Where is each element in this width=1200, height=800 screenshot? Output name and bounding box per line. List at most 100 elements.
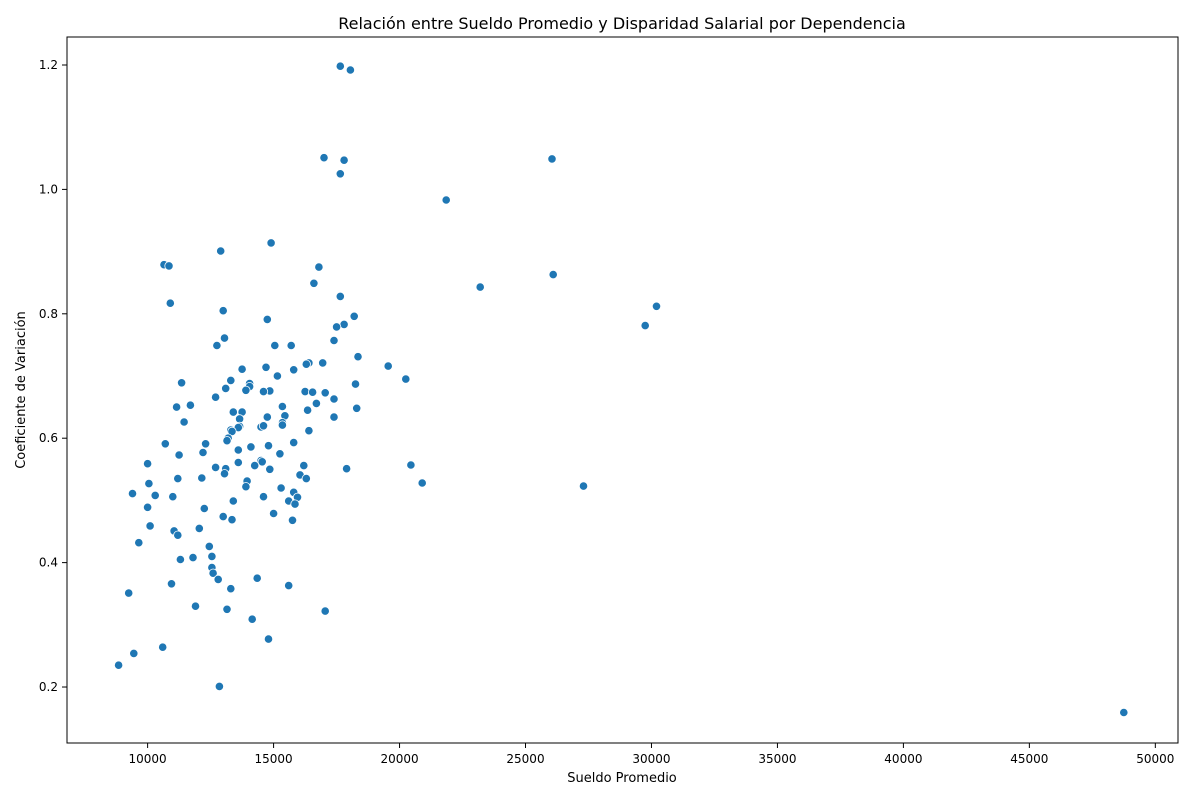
data-point-39	[226, 375, 236, 385]
data-point-76	[222, 436, 232, 446]
data-point-145	[158, 642, 168, 652]
x-tick-label: 35000	[758, 752, 796, 766]
data-point-26	[212, 340, 222, 351]
data-point-126	[173, 530, 183, 540]
data-point-50	[320, 388, 330, 398]
data-point-10	[164, 261, 174, 271]
data-point-16	[165, 298, 175, 308]
data-point-23	[331, 322, 342, 332]
data-point-51	[211, 392, 221, 402]
data-point-20	[262, 314, 272, 324]
data-point-34	[261, 362, 271, 372]
data-point-87	[233, 457, 243, 468]
y-axis-label: Coeficiente de Variación	[14, 311, 29, 469]
data-point-114	[228, 496, 238, 506]
data-point-85	[174, 450, 184, 460]
data-point-100	[173, 473, 183, 484]
data-point-42	[350, 379, 361, 389]
data-point-141	[222, 604, 232, 614]
data-point-74	[304, 426, 314, 436]
data-point-4	[547, 154, 557, 164]
data-point-127	[134, 538, 144, 548]
y-tick-label: 1.0	[39, 182, 58, 196]
data-point-99	[197, 473, 207, 483]
data-point-133	[208, 568, 218, 578]
data-point-73	[227, 426, 237, 436]
data-point-11	[314, 262, 324, 272]
data-point-0	[335, 61, 345, 71]
data-point-38	[401, 374, 411, 384]
data-point-19	[349, 311, 359, 321]
x-tick-label: 50000	[1136, 752, 1174, 766]
data-point-119	[268, 508, 279, 519]
data-point-118	[199, 503, 209, 514]
x-tick-label: 30000	[632, 752, 670, 766]
data-point-91	[299, 460, 309, 471]
data-point-81	[263, 441, 274, 451]
data-point-120	[218, 511, 228, 522]
y-tick-label: 0.2	[39, 680, 58, 694]
data-point-28	[286, 340, 296, 351]
data-point-15	[335, 291, 345, 301]
data-point-131	[175, 554, 185, 565]
data-point-136	[166, 579, 177, 589]
data-point-54	[185, 400, 195, 410]
data-point-144	[263, 634, 274, 644]
x-tick-label: 20000	[380, 752, 418, 766]
plot-frame	[66, 36, 1179, 744]
data-point-2	[319, 153, 329, 163]
data-point-140	[190, 601, 201, 611]
data-point-63	[329, 412, 339, 422]
data-point-1	[345, 65, 355, 75]
data-point-45	[241, 385, 251, 395]
y-tick-label: 0.8	[39, 307, 58, 321]
data-point-40	[177, 378, 187, 388]
data-point-139	[124, 588, 134, 598]
data-point-122	[287, 515, 298, 525]
data-point-55	[277, 401, 287, 412]
data-point-25	[329, 335, 339, 346]
data-point-52	[329, 394, 339, 404]
data-point-93	[211, 462, 221, 472]
data-point-69	[258, 421, 269, 431]
data-point-33	[383, 361, 393, 371]
data-point-134	[252, 573, 262, 583]
x-tick-label: 25000	[506, 752, 544, 766]
x-axis-ticks: 10000 15000 20000 25000 30000 35000 40000 45000…	[129, 743, 1174, 766]
data-point-14	[475, 282, 485, 292]
data-point-13	[309, 278, 319, 288]
data-point-97	[219, 469, 230, 479]
data-point-53	[311, 398, 321, 408]
data-point-105	[578, 481, 589, 491]
data-point-86	[143, 459, 153, 469]
data-point-135	[213, 574, 223, 585]
data-point-8	[266, 238, 276, 248]
data-point-47	[258, 386, 269, 397]
data-point-29	[353, 352, 363, 362]
data-point-3	[339, 155, 349, 165]
data-point-12	[548, 269, 558, 280]
data-point-65	[179, 417, 189, 427]
data-point-95	[265, 464, 275, 474]
data-point-124	[194, 523, 204, 534]
data-point-82	[233, 445, 243, 455]
data-point-109	[127, 488, 138, 499]
data-point-143	[247, 614, 257, 624]
data-point-57	[352, 403, 362, 413]
data-point-49	[307, 387, 318, 397]
chart-title: Relación entre Sueldo Promedio y Dispari…	[338, 14, 906, 33]
y-tick-label: 1.2	[39, 58, 58, 72]
data-point-148	[214, 681, 224, 692]
data-point-112	[258, 492, 269, 502]
data-point-59	[228, 407, 238, 417]
data-point-6	[441, 195, 451, 205]
data-point-147	[114, 660, 124, 670]
data-point-89	[257, 457, 267, 467]
data-point-96	[341, 464, 352, 474]
data-point-117	[143, 502, 153, 512]
data-point-31	[318, 358, 328, 368]
x-tick-label: 15000	[254, 752, 292, 766]
data-point-149	[1119, 707, 1129, 718]
data-point-129	[207, 551, 217, 562]
